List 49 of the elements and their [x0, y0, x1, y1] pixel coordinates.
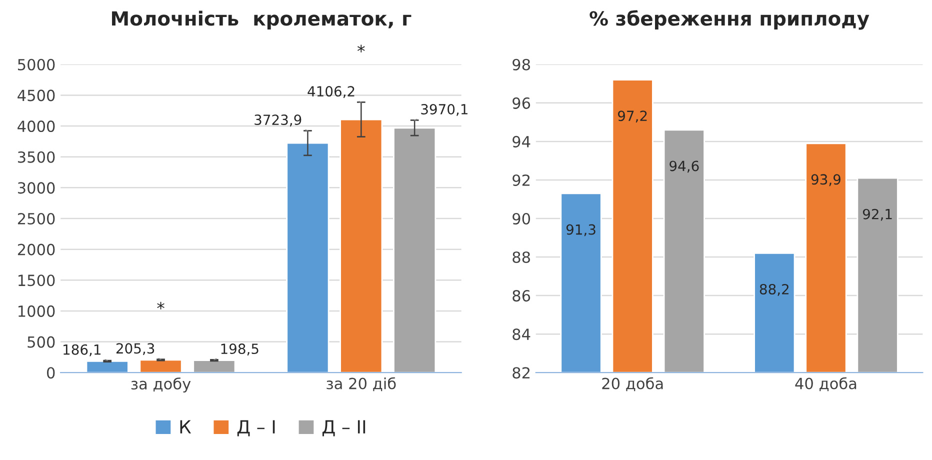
bar	[86, 360, 129, 373]
legend-label: Д – II	[322, 420, 366, 436]
data-label: 93,9	[811, 174, 840, 186]
data-label: 186,1	[64, 344, 100, 356]
y-tick-label: 88	[512, 251, 530, 264]
data-label: 3723,9	[254, 114, 302, 126]
y-tick-label: 4000	[18, 120, 55, 132]
y-tick-label: 90	[512, 212, 530, 225]
y-tick-label: 1500	[18, 274, 55, 286]
y-tick-label: 0	[47, 367, 55, 379]
y-tick-label: 5000	[18, 58, 55, 70]
y-tick-label: 86	[512, 290, 530, 302]
bar	[192, 360, 236, 373]
y-tick-label: 3000	[18, 182, 55, 194]
y-tick-label: 500	[28, 336, 55, 348]
annotation: *	[157, 302, 164, 310]
y-tick-label: 98	[512, 58, 530, 70]
data-label: 198,5	[221, 344, 258, 356]
chart-title: % збереження приплоду	[590, 10, 870, 30]
x-tick-label: 20 доба	[602, 377, 663, 392]
y-tick-label: 4500	[18, 90, 55, 102]
bar	[340, 118, 383, 373]
data-label: 88,2	[760, 284, 788, 296]
y-tick-label: 94	[512, 136, 530, 148]
data-label: 3970,1	[421, 104, 468, 116]
y-tick-label: 2000	[18, 244, 55, 256]
bar	[286, 142, 330, 373]
legend-label: Д – I	[237, 420, 275, 436]
x-tick-label: за добу	[131, 377, 191, 393]
data-label: 4106,2	[308, 86, 354, 98]
y-tick-label: 84	[512, 328, 530, 340]
data-label: 97,2	[618, 110, 647, 123]
y-tick-label: 96	[512, 97, 530, 109]
legend-label: К	[180, 420, 192, 434]
data-label: 205,3	[116, 343, 154, 356]
data-label: 94,6	[670, 160, 699, 173]
data-label: 92,1	[862, 208, 892, 221]
data-label: 91,3	[566, 224, 596, 236]
y-tick-label: 92	[512, 174, 530, 186]
y-tick-label: 82	[512, 367, 530, 379]
x-tick-label: 40 доба	[795, 377, 856, 392]
bar	[393, 127, 436, 373]
chart-title: Молочність кролематок, г	[112, 10, 412, 30]
y-tick-label: 1000	[18, 305, 55, 317]
y-tick-label: 2500	[18, 212, 55, 225]
text: *	[357, 44, 365, 52]
bar	[139, 359, 182, 373]
y-tick-label: 3500	[18, 151, 55, 163]
x-tick-label: за 20 діб	[326, 377, 396, 392]
